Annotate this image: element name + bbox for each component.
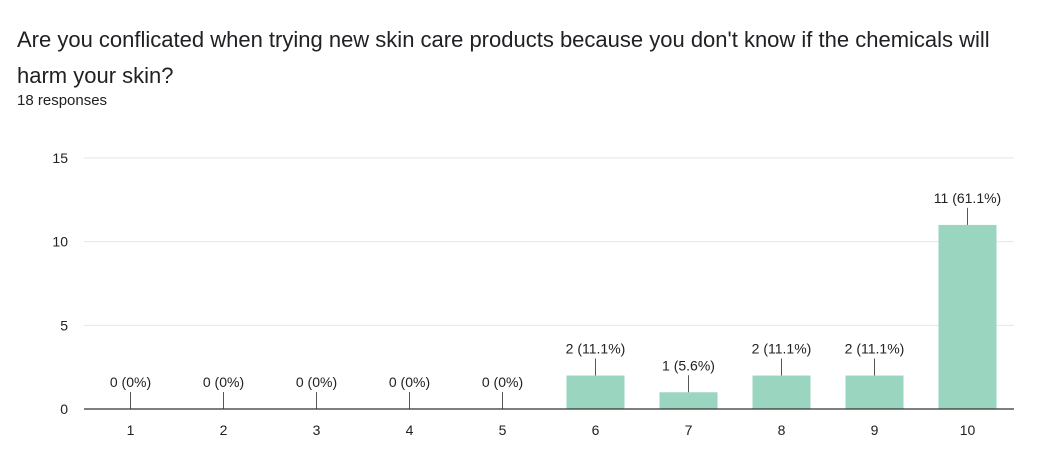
bars	[566, 224, 997, 409]
grid-lines	[84, 157, 1014, 326]
data-label: 1 (5.6%)	[662, 357, 715, 373]
data-label: 11 (61.1%)	[934, 190, 1001, 206]
data-label: 0 (0%)	[389, 374, 430, 390]
data-label: 0 (0%)	[110, 374, 151, 390]
y-tick-label: 0	[60, 401, 68, 417]
x-axis-ticks: 1 2 3 4 5 6 7 8 9 10	[127, 422, 976, 438]
data-label: 2 (11.1%)	[566, 341, 626, 357]
y-axis-ticks: 0 5 10 15	[52, 150, 68, 417]
bar	[659, 392, 718, 409]
bar	[752, 375, 811, 409]
data-label: 2 (11.1%)	[752, 341, 812, 357]
x-tick-label: 7	[685, 422, 693, 438]
bar	[845, 375, 904, 409]
response-count: 18 responses	[17, 92, 108, 109]
x-tick-label: 8	[778, 422, 786, 438]
x-tick-label: 1	[127, 422, 135, 438]
data-label: 0 (0%)	[203, 374, 244, 390]
y-tick-label: 15	[52, 150, 68, 166]
x-tick-label: 2	[220, 422, 228, 438]
x-tick-label: 9	[871, 422, 879, 438]
bar	[566, 375, 625, 409]
data-labels: 0 (0%) 0 (0%) 0 (0%) 0 (0%) 0 (0%) 2 (11.1%) 1…	[110, 190, 1001, 390]
x-tick-label: 10	[960, 422, 976, 438]
y-tick-label: 5	[60, 317, 68, 333]
label-leaders	[130, 207, 968, 409]
bar	[938, 224, 997, 409]
x-tick-label: 6	[592, 422, 600, 438]
x-tick-label: 4	[406, 422, 414, 438]
y-tick-label: 10	[52, 234, 68, 250]
x-tick-label: 3	[313, 422, 321, 438]
x-tick-label: 5	[499, 422, 507, 438]
data-label: 0 (0%)	[296, 374, 337, 390]
data-label: 0 (0%)	[482, 374, 523, 390]
data-label: 2 (11.1%)	[845, 341, 905, 357]
question-title: Are you conflicated when trying new skin…	[17, 27, 990, 88]
